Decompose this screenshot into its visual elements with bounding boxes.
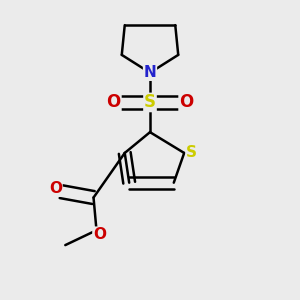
Text: O: O xyxy=(106,93,121,111)
Text: O: O xyxy=(179,93,194,111)
Text: S: S xyxy=(186,146,197,160)
Text: O: O xyxy=(49,181,62,196)
Text: O: O xyxy=(93,227,106,242)
Text: N: N xyxy=(144,65,156,80)
Text: S: S xyxy=(144,93,156,111)
